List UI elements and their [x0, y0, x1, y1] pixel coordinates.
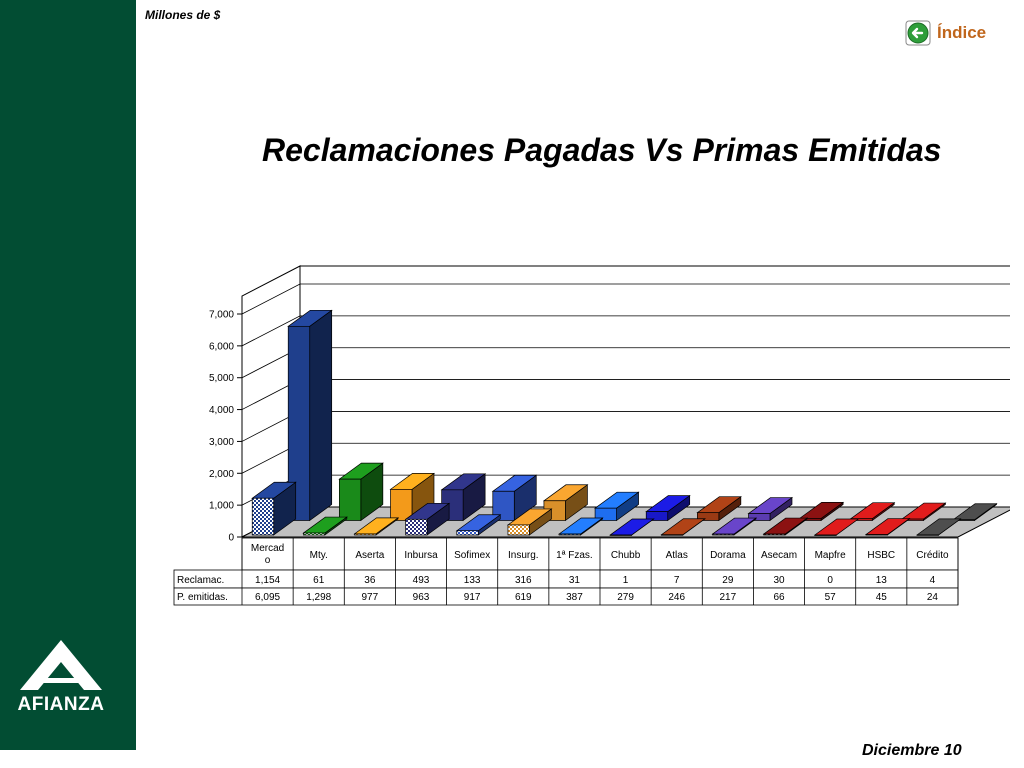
data-label: 1,154 — [255, 575, 280, 586]
bar-reclamac-4 — [455, 514, 502, 536]
data-label: 977 — [362, 592, 379, 603]
back-arrow-icon — [905, 20, 931, 46]
bar-primas-10 — [798, 501, 845, 522]
data-label: 61 — [313, 575, 325, 586]
bar-reclamac-7 — [609, 518, 655, 536]
afianza-logo: AFIANZA — [6, 636, 116, 716]
bar-reclamac-2 — [353, 517, 400, 536]
bar-reclamac-6 — [558, 517, 604, 536]
bar-reclamac-1 — [302, 516, 348, 536]
gridline — [241, 315, 1010, 347]
units-label: Millones de $ — [145, 8, 221, 22]
data-label: 963 — [413, 592, 430, 603]
data-label: 387 — [566, 592, 583, 603]
bar-reclamac-5 — [506, 508, 553, 536]
category-label: Inbursa — [404, 550, 438, 561]
bar-primas-4 — [491, 474, 538, 522]
data-label: 66 — [773, 592, 785, 603]
data-label: 36 — [364, 575, 376, 586]
series-label: Reclamac. — [177, 575, 224, 586]
bar-reclamac-13 — [916, 518, 962, 536]
category-label: 1ª Fzas. — [556, 550, 593, 561]
y-tick-label: 3,000 — [209, 437, 234, 448]
category-label: Sofimex — [454, 550, 490, 561]
data-label: 493 — [413, 575, 430, 586]
bar-primas-1 — [338, 462, 384, 522]
category-label: HSBC — [867, 550, 895, 561]
category-label: Mercad — [251, 543, 284, 554]
bar-reclamac-0 — [251, 481, 297, 536]
bar-primas-0 — [287, 309, 333, 522]
table-row-reclamac — [173, 569, 959, 589]
category-label: Atlas — [666, 550, 688, 561]
series-label: P. emitidas. — [177, 592, 228, 603]
bar-primas-11 — [849, 501, 896, 522]
data-label: 217 — [720, 592, 737, 603]
bar-reclamac-8 — [660, 518, 706, 536]
data-label: 133 — [464, 575, 481, 586]
data-label: 31 — [569, 575, 581, 586]
data-label: 316 — [515, 575, 532, 586]
data-label: 30 — [773, 575, 785, 586]
bar-primas-6 — [594, 491, 640, 522]
data-label: 7 — [674, 575, 680, 586]
category-label: Insurg. — [508, 550, 539, 561]
bar-reclamac-11 — [813, 518, 860, 536]
category-label: Chubb — [611, 550, 641, 561]
bar-primas-9 — [747, 496, 794, 522]
y-tick-label: 5,000 — [209, 373, 234, 384]
category-label: Mty. — [310, 550, 328, 561]
y-tick-label: 6,000 — [209, 341, 234, 352]
category-label: Mapfre — [815, 550, 847, 561]
data-label: 1 — [623, 575, 629, 586]
bar-reclamac-3 — [404, 502, 451, 536]
index-link-label: Índice — [937, 23, 987, 42]
y-tick-label: 1,000 — [209, 501, 234, 512]
index-link[interactable]: Índice — [905, 18, 986, 48]
data-label: 57 — [825, 592, 837, 603]
chart-back-wall — [299, 265, 1010, 508]
y-tick-label: 4,000 — [209, 405, 234, 416]
data-label: 1,298 — [306, 592, 331, 603]
category-label-cont: o — [265, 555, 271, 566]
bar-primas-2 — [389, 472, 436, 522]
data-label: 619 — [515, 592, 532, 603]
bar-primas-13 — [952, 503, 998, 522]
logo-text: AFIANZA — [17, 694, 105, 715]
y-tick-label: 7,000 — [209, 310, 234, 321]
category-label: Aserta — [355, 550, 384, 561]
data-label: 29 — [722, 575, 734, 586]
data-label: 13 — [876, 575, 888, 586]
category-label: Dorama — [710, 550, 746, 561]
category-label: Crédito — [916, 550, 949, 561]
bar-primas-7 — [645, 494, 691, 522]
category-label: Asecam — [761, 550, 797, 561]
footer-date: Diciembre 10 — [862, 742, 962, 759]
bar-chart: 0 1,000 2,000 3,000 4,000 5,000 6,000 7,000 Merc… — [173, 265, 1010, 606]
data-label: 279 — [617, 592, 634, 603]
data-label: 6,095 — [255, 592, 280, 603]
data-label: 24 — [927, 592, 939, 603]
gridline — [241, 283, 1010, 315]
data-label: 45 — [876, 592, 888, 603]
bar-reclamac-12 — [864, 517, 911, 536]
chart-title: Reclamaciones Pagadas Vs Primas Emitidas — [262, 132, 942, 168]
bar-primas-8 — [696, 495, 742, 522]
y-tick-label: 0 — [228, 533, 234, 544]
sidebar: AFIANZA — [0, 0, 136, 750]
data-label: 4 — [930, 575, 936, 586]
data-label: 246 — [668, 592, 685, 603]
bar-reclamac-9 — [711, 517, 758, 536]
data-label: 917 — [464, 592, 481, 603]
data-label: 0 — [827, 575, 833, 586]
afianza-logo-icon — [20, 640, 102, 690]
y-tick-label: 2,000 — [209, 469, 234, 480]
bar-reclamac-10 — [762, 517, 809, 536]
